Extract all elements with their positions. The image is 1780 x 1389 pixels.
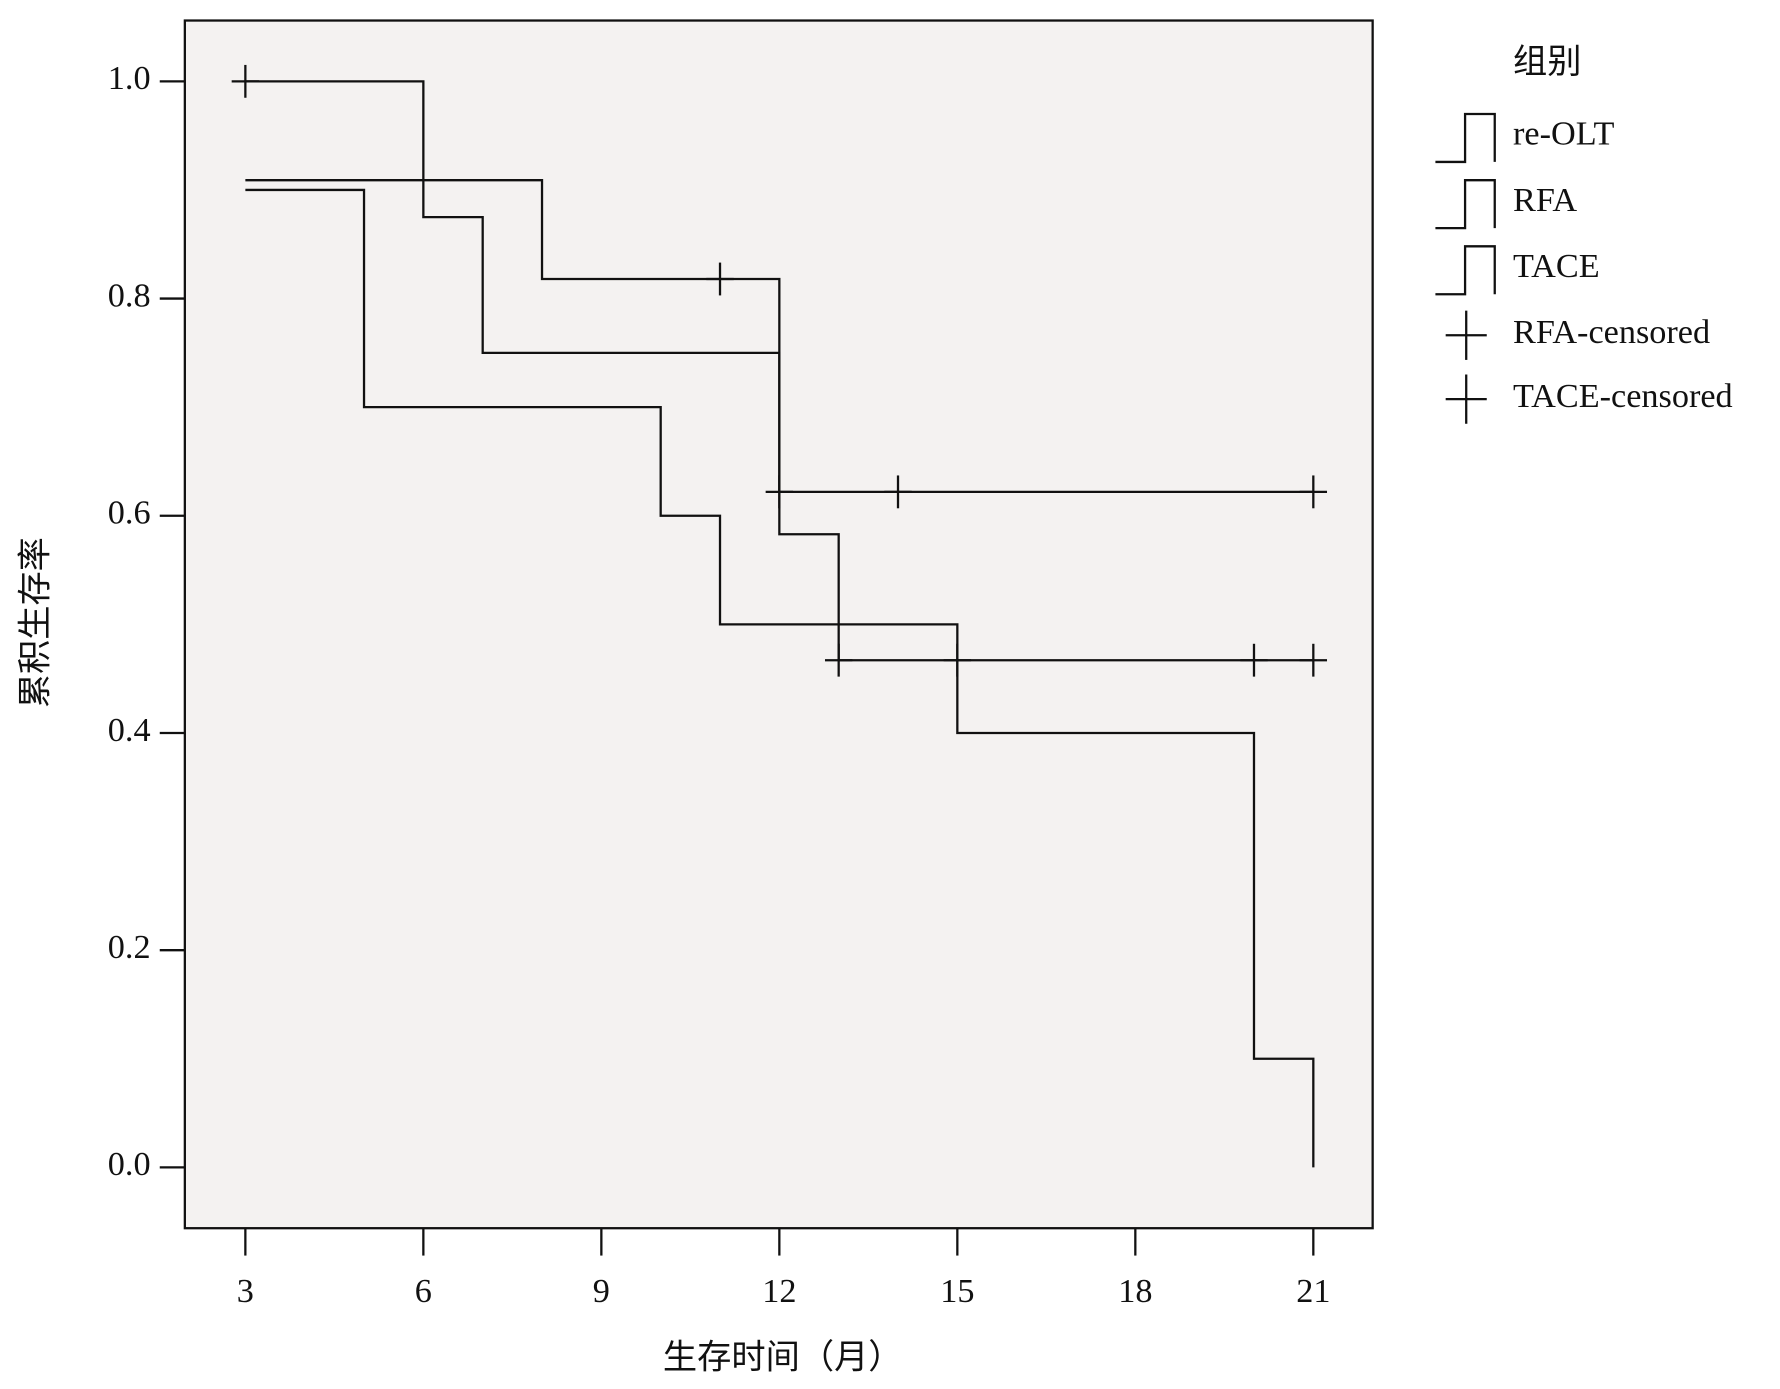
censor-mark [765, 475, 794, 509]
survival-line [245, 179, 1314, 494]
legend-symbol [1445, 310, 1487, 360]
y-tick-label: 0.6 [108, 495, 151, 532]
legend-label: RFA-censored [1513, 314, 1710, 351]
x-tick-label: 15 [940, 1273, 974, 1310]
y-tick-label: 1.0 [108, 60, 151, 97]
x-tick-label: 3 [237, 1273, 254, 1310]
legend-label: TACE-censored [1513, 378, 1733, 415]
legend-symbol [1435, 245, 1496, 296]
x-tick-label: 18 [1118, 1273, 1152, 1310]
censor-mark [1240, 643, 1268, 677]
x-axis-title: 生存时间（月） [663, 1338, 903, 1376]
censor-mark [943, 643, 972, 677]
x-tick-label: 12 [762, 1273, 796, 1310]
legend-label: RFA [1513, 182, 1577, 219]
censor-mark [884, 475, 912, 509]
survival-line [245, 80, 1314, 662]
censor-mark [706, 262, 734, 296]
x-tick-label: 9 [593, 1273, 610, 1310]
y-tick-label: 0.0 [108, 1146, 151, 1183]
legend-title: 组别 [1513, 43, 1581, 81]
censor-mark [1299, 643, 1328, 677]
censor-mark [231, 64, 260, 98]
y-tick-label: 0.8 [108, 277, 151, 314]
legend-symbol [1445, 374, 1487, 424]
survival-line [245, 188, 1315, 1168]
y-tick-label: 0.4 [108, 712, 151, 749]
legend-symbol [1435, 112, 1496, 164]
legend-label: re-OLT [1513, 116, 1614, 153]
censor-mark [1299, 475, 1328, 509]
x-tick-label: 6 [415, 1273, 432, 1310]
y-tick-label: 0.2 [108, 929, 151, 966]
legend-label: TACE [1513, 248, 1600, 285]
x-tick-label: 21 [1296, 1273, 1330, 1310]
y-axis-title: 累积生存率 [17, 537, 55, 708]
censor-mark [824, 643, 853, 677]
legend-symbol [1435, 179, 1496, 230]
